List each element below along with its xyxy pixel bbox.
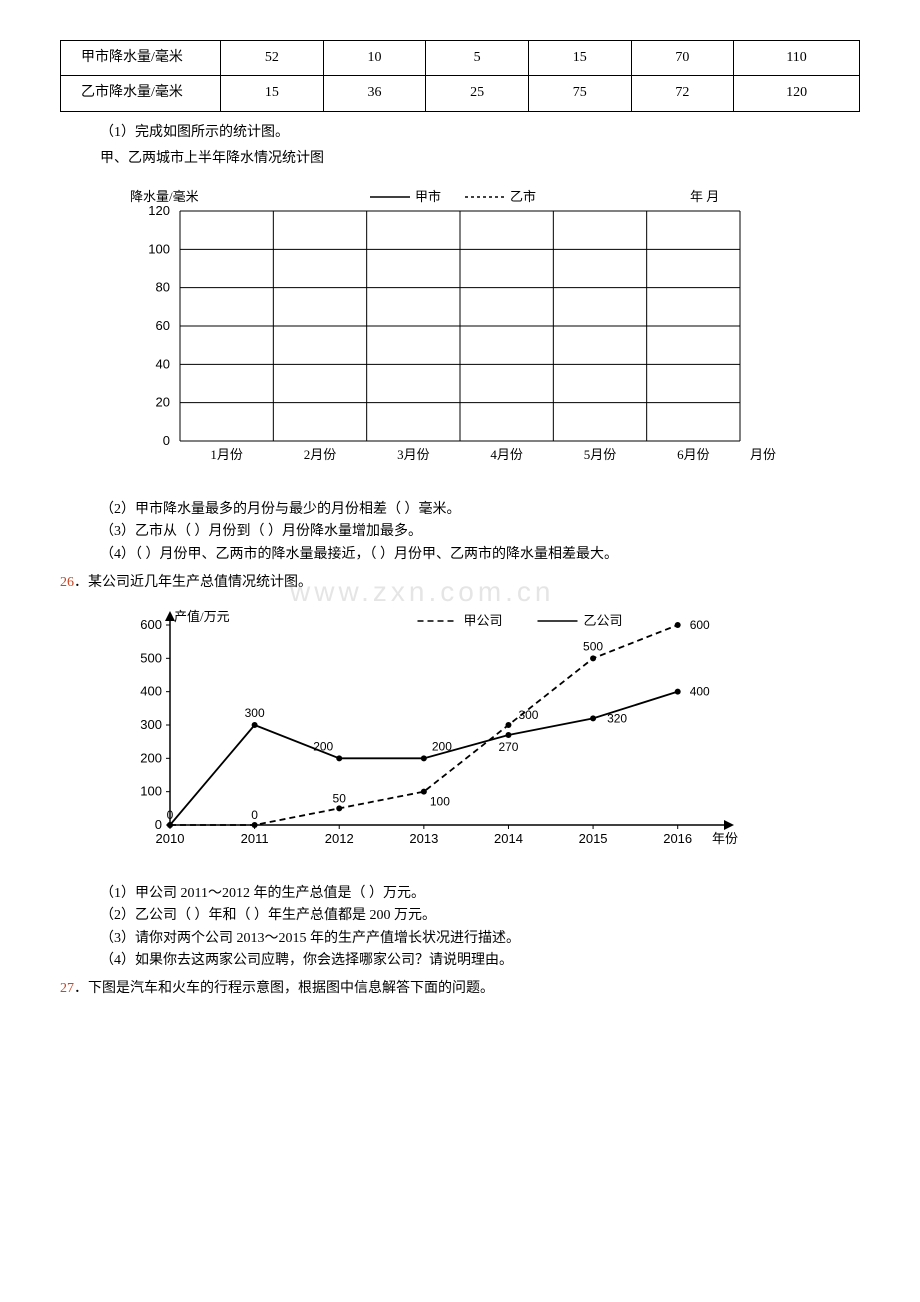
svg-text:月份: 月份 (750, 447, 776, 462)
svg-text:5月份: 5月份 (584, 447, 617, 462)
table-row-label: 甲市降水量/毫米 (61, 41, 221, 76)
q26-sub2: （2）乙公司（ ）年和（ ）年生产总值都是 200 万元。 (100, 905, 860, 927)
svg-text:4月份: 4月份 (490, 447, 523, 462)
svg-text:40: 40 (156, 356, 170, 371)
svg-text:500: 500 (583, 639, 603, 653)
chart2-svg: 0100200300400500600201020112012201320142… (100, 605, 740, 865)
svg-text:600: 600 (140, 617, 162, 632)
svg-text:6月份: 6月份 (677, 447, 710, 462)
chart1-svg: 降水量/毫米 年 月 甲市 乙市 0 20 40 60 80 100 120 1月份 2月份 3月份 4月份… (100, 181, 780, 481)
table-row-label: 乙市降水量/毫米 (61, 76, 221, 111)
table-cell: 10 (323, 41, 426, 76)
svg-text:0: 0 (251, 808, 258, 822)
svg-text:2011: 2011 (241, 831, 269, 846)
svg-text:100: 100 (430, 794, 450, 808)
table-cell: 15 (528, 41, 631, 76)
q25-subtitle: 甲、乙两城市上半年降水情况统计图 (100, 148, 860, 170)
svg-text:200: 200 (432, 739, 452, 753)
svg-text:2014: 2014 (494, 831, 523, 846)
svg-text:1月份: 1月份 (210, 447, 243, 462)
svg-text:2015: 2015 (579, 831, 608, 846)
q27-intro: ．下图是汽车和火车的行程示意图，根据图中信息解答下面的问题。 (74, 981, 494, 996)
svg-text:60: 60 (156, 318, 170, 333)
svg-text:300: 300 (140, 717, 162, 732)
table-cell: 36 (323, 76, 426, 111)
svg-text:产值/万元: 产值/万元 (174, 609, 230, 624)
q26-sub4: （4）如果你去这两家公司应聘，你会选择哪家公司？请说明理由。 (100, 950, 860, 972)
table-cell: 75 (528, 76, 631, 111)
svg-text:年份: 年份 (712, 831, 738, 846)
svg-text:270: 270 (498, 740, 518, 754)
svg-text:0: 0 (167, 808, 174, 822)
chart2-figure: 0100200300400500600201020112012201320142… (100, 605, 860, 873)
svg-text:2012: 2012 (325, 831, 354, 846)
svg-text:乙市: 乙市 (510, 189, 536, 204)
q26-intro: ．某公司近几年生产总值情况统计图。 (74, 575, 312, 590)
svg-text:甲市: 甲市 (415, 189, 441, 204)
q25-sub1: （1）完成如图所示的统计图。 (100, 122, 860, 144)
svg-text:200: 200 (140, 750, 162, 765)
svg-text:降水量/毫米: 降水量/毫米 (130, 189, 199, 204)
q26-sub1: （1）甲公司 2011～2012 年的生产总值是（ ）万元。 (100, 883, 860, 905)
svg-text:100: 100 (148, 241, 170, 256)
chart1-figure: 降水量/毫米 年 月 甲市 乙市 0 20 40 60 80 100 120 1月份 2月份 3月份 4月份… (100, 181, 860, 489)
table-cell: 5 (426, 41, 529, 76)
svg-text:300: 300 (518, 708, 538, 722)
svg-text:200: 200 (313, 739, 333, 753)
svg-text:100: 100 (140, 783, 162, 798)
svg-text:0: 0 (155, 817, 162, 832)
svg-text:2010: 2010 (156, 831, 185, 846)
svg-text:320: 320 (607, 711, 627, 725)
svg-text:500: 500 (140, 650, 162, 665)
table-cell: 120 (734, 76, 860, 111)
q25-sub2: （2）甲市降水量最多的月份与最少的月份相差（ ）毫米。 (100, 499, 860, 521)
svg-text:120: 120 (148, 203, 170, 218)
svg-text:3月份: 3月份 (397, 447, 430, 462)
table-cell: 110 (734, 41, 860, 76)
q25-sub3: （3）乙市从（ ）月份到（ ）月份降水量增加最多。 (100, 521, 860, 543)
svg-text:甲公司: 甲公司 (464, 613, 503, 628)
svg-text:50: 50 (333, 791, 347, 805)
q26-sub3: （3）请你对两个公司 2013～2015 年的生产产值增长状况进行描述。 (100, 928, 860, 950)
svg-text:0: 0 (163, 433, 170, 448)
svg-text:2月份: 2月份 (304, 447, 337, 462)
svg-text:乙公司: 乙公司 (584, 613, 623, 628)
table-cell: 70 (631, 41, 734, 76)
table-cell: 15 (221, 76, 324, 111)
precip-table: 甲市降水量/毫米521051570110乙市降水量/毫米153625757212… (60, 40, 860, 112)
svg-text:2016: 2016 (663, 831, 692, 846)
q25-sub4: （4）（ ）月份甲、乙两市的降水量最接近，（ ）月份甲、乙两市的降水量相差最大。 (100, 544, 860, 566)
q26-number: 26 (60, 575, 74, 590)
svg-text:400: 400 (690, 684, 710, 698)
table-cell: 25 (426, 76, 529, 111)
table-cell: 72 (631, 76, 734, 111)
svg-text:20: 20 (156, 394, 170, 409)
svg-text:2013: 2013 (409, 831, 438, 846)
table-cell: 52 (221, 41, 324, 76)
svg-text:600: 600 (690, 618, 710, 632)
q27-number: 27 (60, 981, 74, 996)
svg-text:400: 400 (140, 683, 162, 698)
svg-text:300: 300 (245, 706, 265, 720)
svg-text:80: 80 (156, 279, 170, 294)
svg-text:年 月: 年 月 (690, 189, 719, 204)
